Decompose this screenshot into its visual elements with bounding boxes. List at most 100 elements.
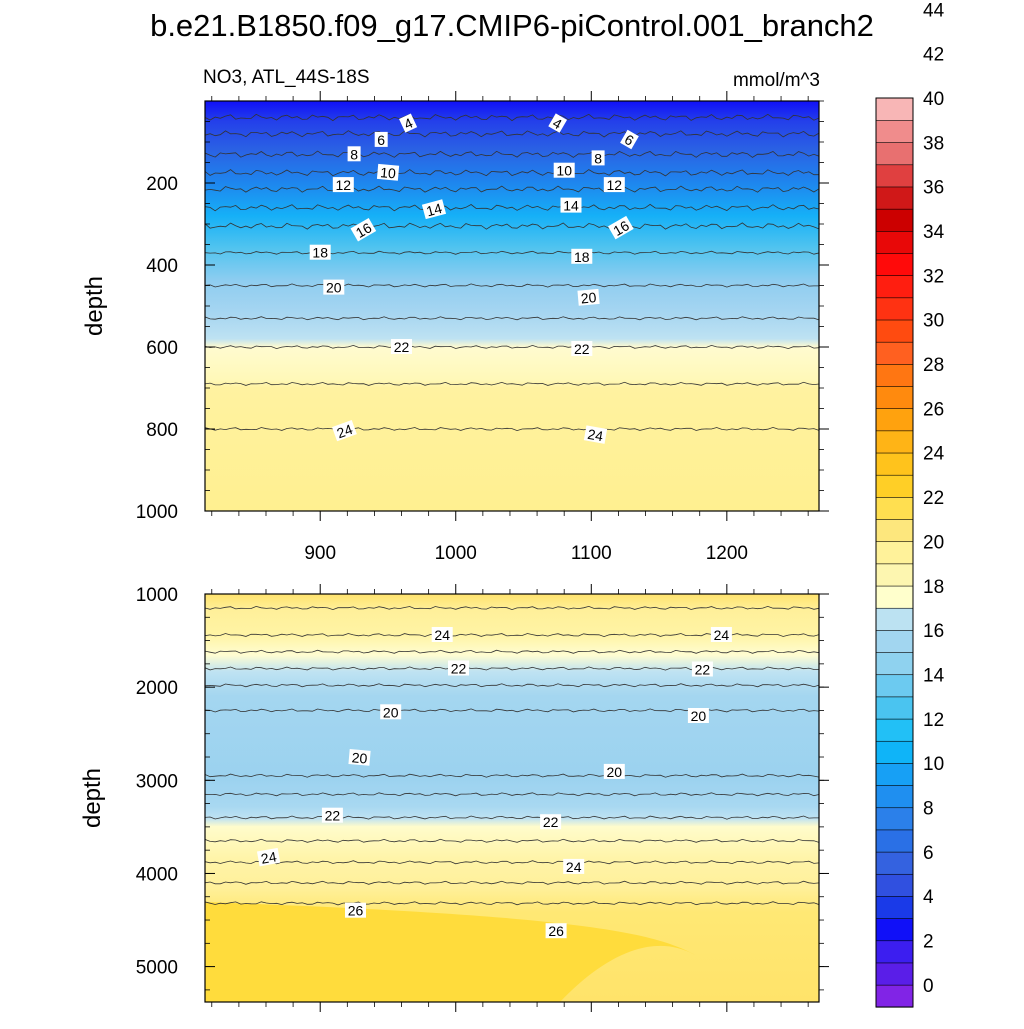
- colorbar-swatch: [875, 674, 914, 698]
- contour-label-box: [603, 763, 625, 779]
- upper-contour-label: 10: [376, 163, 400, 181]
- colorbar-swatch: [875, 208, 914, 232]
- colorbar-swatch: [875, 363, 914, 387]
- contour-label-box: [256, 847, 281, 867]
- upper-panel-fill: [205, 101, 819, 511]
- lower-contour-label: 22: [540, 814, 562, 830]
- colorbar-label: 24: [923, 444, 945, 465]
- contour-label-box: [583, 425, 608, 444]
- upper-contour-label: 16: [350, 218, 377, 242]
- colorbar-label: 28: [923, 355, 944, 376]
- lower-contour-line: [205, 605, 819, 611]
- lower-y-tick-label: 4000: [136, 864, 178, 885]
- contour-label-box: [374, 131, 388, 147]
- contour-label-text: 8: [594, 150, 602, 166]
- colorbar-label: 10: [923, 754, 944, 775]
- colorbar-label: 0: [923, 976, 934, 997]
- colorbar-swatch: [875, 807, 914, 831]
- contour-label-text: 20: [691, 708, 707, 724]
- colorbar-swatch: [875, 629, 914, 653]
- contour-label-box: [560, 197, 582, 213]
- lower-contour-label: 20: [687, 708, 709, 724]
- contour-label-box: [399, 113, 418, 133]
- contour-label-text: 22: [574, 341, 590, 357]
- colorbar-swatch: [875, 984, 914, 1008]
- contour-label-box: [691, 661, 713, 677]
- colorbar-swatch: [875, 385, 914, 409]
- units-label: mmol/m^3: [733, 70, 820, 91]
- upper-contour-line: [205, 381, 819, 386]
- lower-contour-line: [205, 815, 819, 820]
- colorbar-swatch: [875, 341, 914, 365]
- upper-contour-label: 6: [374, 131, 388, 148]
- contour-label-text: 22: [325, 808, 341, 824]
- contour-label-box: [563, 858, 585, 874]
- colorbar-label: 8: [923, 799, 934, 820]
- lower-contour-label: 22: [448, 660, 469, 677]
- lower-contour-lines: [205, 605, 819, 906]
- colorbar-swatch: [875, 696, 914, 720]
- lower-contour-label: 26: [545, 923, 567, 939]
- colorbar-swatch: [875, 496, 914, 520]
- contour-label-text: 8: [350, 146, 358, 162]
- upper-contour-label: 12: [603, 177, 625, 193]
- contour-label-box: [608, 215, 634, 240]
- upper-contour-label: 4: [399, 113, 418, 133]
- contour-label-box: [620, 129, 639, 150]
- colorbar-swatch: [875, 762, 914, 786]
- colorbar-label: 42: [923, 45, 944, 66]
- upper-contour-label: 6: [620, 129, 639, 150]
- upper-contour-label: 20: [323, 279, 345, 296]
- lower-contour-line: [205, 860, 819, 865]
- upper-y-tick-label: 1000: [136, 502, 178, 523]
- contour-label-text: 18: [574, 249, 590, 265]
- colorbar-label: 20: [923, 532, 944, 553]
- upper-contour-label: 18: [309, 244, 331, 261]
- contour-label-text: 16: [353, 219, 375, 241]
- upper-x-tick-label: 1100: [571, 543, 612, 564]
- upper-y-tick-label: 800: [146, 420, 178, 441]
- lower-contour-line: [205, 666, 819, 671]
- contour-label-text: 22: [394, 339, 410, 355]
- contour-label-text: 24: [566, 859, 582, 875]
- contour-label-box: [548, 113, 568, 133]
- lower-y-tick-label: 5000: [136, 958, 178, 979]
- colorbar-label: 4: [923, 887, 934, 908]
- upper-x-tick-label: 1200: [706, 543, 748, 564]
- lower-contour-label: 20: [348, 749, 371, 767]
- contour-label-text: 10: [556, 163, 572, 179]
- contour-label-text: 20: [607, 764, 623, 780]
- upper-y-axis-label: depth: [81, 276, 108, 336]
- variable-label: NO3, ATL_44S-18S: [203, 67, 370, 88]
- upper-contour-line: [205, 426, 819, 432]
- contour-label-box: [603, 177, 625, 193]
- contour-label-text: 24: [335, 421, 355, 441]
- contour-label-text: 12: [607, 177, 623, 193]
- colorbar-swatch: [875, 940, 914, 964]
- lower-panel-frame: [204, 593, 820, 1003]
- lower-contour-label: 22: [691, 661, 713, 678]
- contour-label-box: [323, 279, 345, 295]
- upper-y-tick-label: 200: [146, 174, 178, 195]
- colorbar-label: 12: [923, 710, 944, 731]
- colorbar-swatch: [875, 408, 914, 432]
- colorbar-swatch: [875, 873, 914, 897]
- colorbar-label: 36: [923, 178, 944, 199]
- contour-label-text: 12: [336, 177, 352, 193]
- lower-contour-label: 20: [603, 763, 625, 780]
- upper-contour-label: 14: [421, 199, 447, 220]
- lower-contour-label: 24: [563, 858, 585, 875]
- colorbar-label: 38: [923, 133, 944, 154]
- contour-label-text: 24: [714, 627, 730, 643]
- upper-contour-label: 12: [332, 177, 354, 193]
- colorbar-label: 2: [923, 932, 934, 953]
- colorbar-label: 14: [923, 665, 945, 686]
- contour-label-text: 22: [543, 814, 559, 830]
- contour-label-box: [391, 339, 412, 354]
- lower-contour-labels: 24 24 22 22 20 20 20 20 22 22 24 24 26 26: [256, 627, 732, 939]
- contour-label-box: [421, 199, 447, 220]
- contour-label-text: 20: [351, 749, 368, 766]
- colorbar-label: 34: [923, 222, 945, 243]
- upper-contour-label: 10: [553, 162, 575, 179]
- colorbar-swatch: [875, 97, 914, 121]
